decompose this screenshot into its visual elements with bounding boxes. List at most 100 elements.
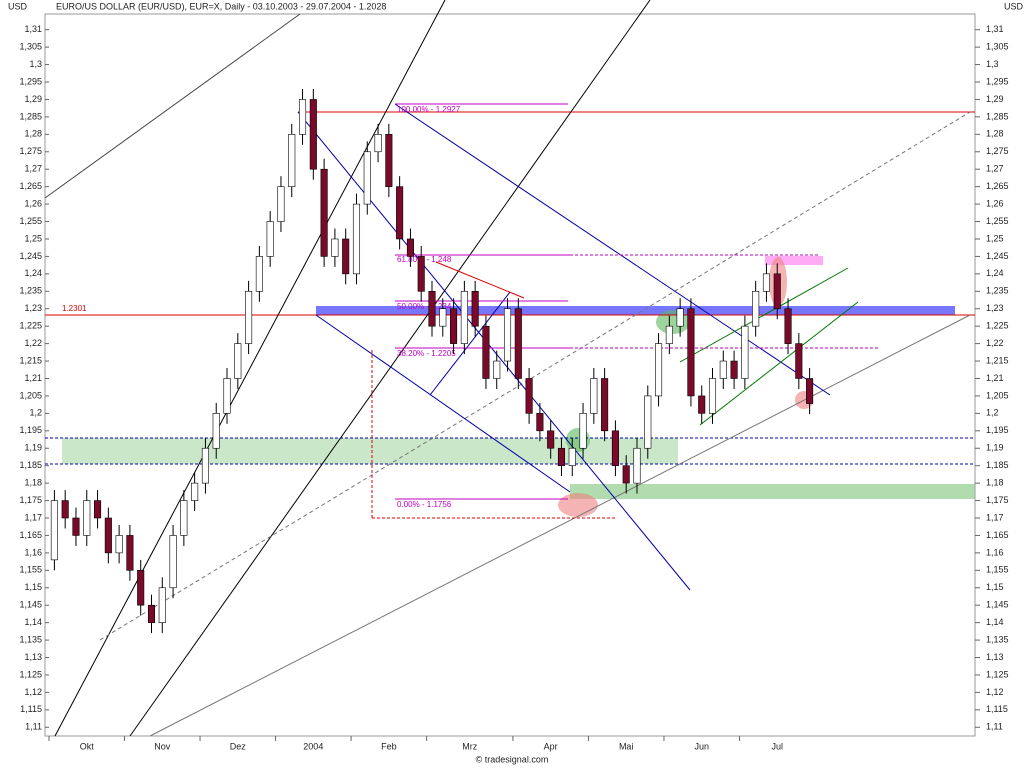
highlight (558, 493, 598, 517)
y-tick-label: 1,14 (24, 617, 42, 627)
resistance-zone (316, 306, 955, 315)
candle-body (104, 517, 112, 554)
y-tick-label: 1,195 (19, 425, 42, 435)
x-tick-label: Nov (154, 741, 171, 751)
candle-body (191, 482, 199, 501)
chart-title: EURO/US DOLLAR (EUR/USD), EUR=X, Daily -… (56, 1, 386, 11)
candle-body (83, 500, 91, 536)
y-tick-label: 1,215 (986, 355, 1009, 365)
candle-body (741, 325, 749, 379)
candle-body (633, 447, 641, 484)
candle-body (568, 447, 576, 466)
y-tick-label: 1,155 (19, 565, 42, 575)
candle-body (450, 308, 458, 344)
y-tick-label: 1,2 (986, 408, 999, 418)
candle-body (806, 378, 814, 404)
y-tick-label: 1,275 (19, 146, 42, 156)
candle-body (655, 343, 663, 397)
annotation: 100.00% - 1.2927 (397, 105, 461, 114)
candle-body (579, 413, 587, 449)
candle-body (514, 308, 522, 379)
y-tick-label: 1,125 (19, 669, 42, 679)
y-tick-label: 1,21 (24, 373, 42, 383)
plot-frame (44, 13, 976, 737)
candle-body (309, 99, 317, 170)
candle-body (158, 587, 166, 623)
candle-body (223, 378, 231, 414)
y-tick-label: 1,3 (29, 59, 42, 69)
y-tick-label: 1,115 (986, 704, 1008, 714)
y-tick-label: 1,275 (986, 146, 1009, 156)
x-tick-label: Mrz (462, 741, 477, 751)
trend-line (44, 13, 301, 199)
candle-body (396, 186, 404, 240)
y-tick-label: 1,125 (986, 669, 1009, 679)
y-tick-label: 1,13 (24, 652, 42, 662)
candle-body (212, 413, 220, 449)
y-tick-label: 1,29 (24, 94, 42, 104)
y-tick-label: 1,12 (986, 687, 1004, 697)
y-tick-label: 1,295 (19, 76, 42, 86)
y-tick-label: 1,3 (986, 59, 999, 69)
candle-body (50, 500, 58, 561)
y-tick-label: 1,19 (986, 443, 1004, 453)
y-tick-label: 1,165 (19, 530, 42, 540)
y-tick-label: 1,245 (986, 251, 1009, 261)
y-tick-label: 1,22 (24, 338, 42, 348)
candle-body (428, 290, 436, 327)
y-tick-label: 1,135 (19, 634, 42, 644)
candles (50, 88, 814, 634)
candle-body (266, 221, 274, 257)
candle-body (730, 360, 738, 379)
y-tick-label: 1,25 (24, 233, 42, 243)
y-tick-label: 1,25 (986, 233, 1004, 243)
x-tick-label: Dez (230, 741, 247, 751)
candle-body (147, 604, 156, 623)
candle-body (471, 290, 479, 327)
y-tick-label: 1,305 (986, 42, 1009, 52)
footer: © tradesignal.com (476, 754, 549, 764)
candle-body (719, 360, 727, 379)
candle-body (352, 203, 361, 275)
candle-body (137, 570, 145, 606)
y-tick-label: 1,18 (986, 478, 1004, 488)
annotation: 50.00% - 1.234 (397, 302, 452, 311)
candle-body (644, 395, 652, 449)
y-tick-label: 1,24 (986, 268, 1004, 278)
trend-line (429, 291, 511, 396)
y-tick-label: 1,225 (986, 321, 1009, 331)
resistance-zone (765, 256, 823, 265)
highlight (656, 310, 690, 334)
x-tick-label: Apr (544, 741, 558, 751)
candle-body (298, 99, 307, 135)
y-tick-label: 1,26 (986, 198, 1004, 208)
y-tick-label: 1,175 (986, 495, 1009, 505)
candle-body (126, 535, 134, 571)
y-tick-label: 1,28 (986, 129, 1004, 139)
y-tick-label: 1,205 (19, 390, 42, 400)
y-tick-label: 1,18 (24, 478, 42, 488)
candle-body (61, 500, 69, 519)
candle-body (363, 151, 371, 205)
candle-body (320, 168, 328, 257)
y-tick-label: 1,245 (19, 251, 42, 261)
y-tick-label: 1,19 (24, 443, 42, 453)
y-tick-label: 1,225 (19, 321, 42, 331)
candle-body (698, 395, 706, 414)
y-tick-label: 1,215 (19, 355, 42, 365)
y-tick-label: 1,205 (986, 390, 1009, 400)
y-tick-label: 1,255 (19, 216, 42, 226)
y-tick-label: 1,31 (24, 24, 42, 34)
trend-line (129, 0, 651, 737)
candle-body (676, 308, 684, 327)
y-tick-label: 1,26 (24, 198, 42, 208)
y-tick-label: 1,23 (986, 303, 1004, 313)
y-tick-label: 1,11 (986, 722, 1003, 732)
y-tick-label: 1,155 (986, 565, 1009, 575)
y-tick-label: 1,28 (24, 129, 42, 139)
trend-line (315, 314, 571, 493)
candle-body (277, 186, 285, 222)
axis-unit-right: USD (1004, 1, 1024, 11)
trend-line (679, 267, 849, 363)
candle-body (169, 535, 177, 589)
